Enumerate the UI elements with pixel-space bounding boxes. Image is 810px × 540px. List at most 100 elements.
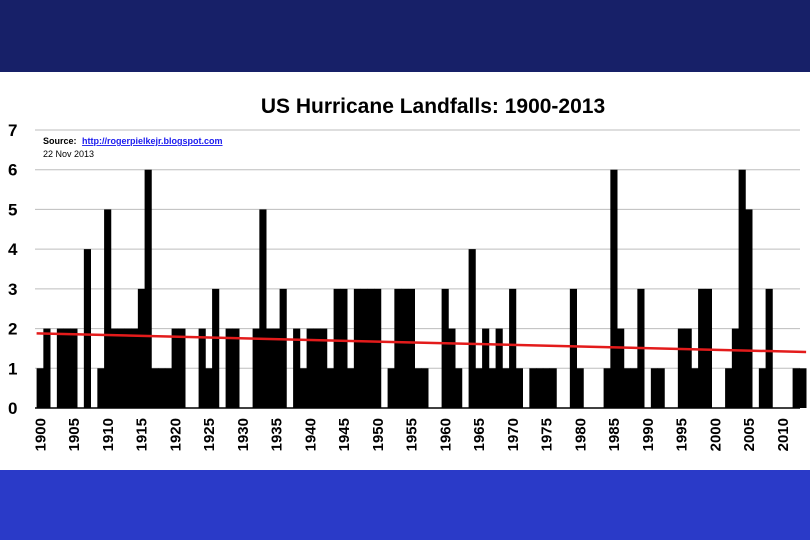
bar-1954: [401, 288, 409, 408]
trend-line: [36, 332, 807, 354]
y-tick-label: 0: [8, 399, 17, 418]
bar-2005: [745, 209, 753, 408]
bar-1926: [212, 288, 220, 408]
bar-1986: [617, 328, 625, 408]
bar-1995: [677, 328, 685, 408]
x-tick-label: 1985: [606, 418, 623, 451]
bar-1934: [266, 328, 274, 408]
bar-1903: [56, 328, 64, 408]
x-tick-labels: 1900 1905 1910 1915 1920 1925 1930 1935 1940 1945…: [32, 418, 792, 451]
bar-1917: [151, 368, 159, 408]
bar-1907: [83, 249, 91, 408]
bar-1965: [475, 368, 483, 408]
bar-1960: [441, 288, 449, 408]
bar-1984: [603, 368, 611, 408]
bar-1925: [205, 368, 213, 408]
source-link[interactable]: http://rogerpielkejr.blogspot.com: [82, 136, 223, 146]
x-tick-label: 1990: [640, 418, 657, 451]
bar-1944: [333, 288, 341, 408]
bar-1976: [549, 368, 557, 408]
bar-1915: [137, 288, 145, 408]
bar-1957: [421, 368, 429, 408]
x-tick-label: 1955: [404, 418, 421, 451]
bar-1996: [684, 328, 692, 408]
chart-title: US Hurricane Landfalls: 1900-2013: [261, 95, 605, 118]
x-tick-label: 1945: [336, 418, 353, 451]
bar-1950: [374, 288, 382, 408]
bar-1946: [347, 368, 355, 408]
x-tick-label: 1930: [235, 418, 252, 451]
bar-1979: [569, 288, 577, 408]
bar-1910: [104, 209, 112, 408]
x-tick-label: 1940: [302, 418, 319, 451]
x-tick-label: 1995: [674, 418, 691, 451]
bar-1911: [110, 328, 118, 408]
x-tick-label: 1935: [269, 418, 286, 451]
bar-1955: [407, 288, 415, 408]
bar-1933: [259, 209, 267, 408]
top-band: [0, 0, 810, 72]
bar-1936: [279, 288, 287, 408]
x-tick-label: 1975: [539, 418, 556, 451]
bar-1970: [509, 288, 517, 408]
y-tick-label: 5: [8, 200, 17, 219]
x-tick-label: 1965: [471, 418, 488, 451]
bar-1939: [299, 368, 307, 408]
bar-1997: [691, 368, 699, 408]
bar-2008: [765, 288, 773, 408]
bar-1953: [394, 288, 402, 408]
bar-2013: [799, 368, 807, 408]
y-tick-label: 1: [8, 359, 17, 378]
x-tick-label: 1900: [32, 418, 49, 451]
bar-1949: [367, 288, 375, 408]
y-tick-label: 4: [8, 240, 18, 259]
x-tick-label: 1960: [437, 418, 454, 451]
x-tick-label: 1910: [100, 418, 117, 451]
bar-1966: [482, 328, 490, 408]
x-tick-label: 2000: [707, 418, 724, 451]
x-tick-label: 1915: [134, 418, 151, 451]
y-tick-label: 3: [8, 280, 17, 299]
bar-1905: [70, 328, 78, 408]
bar-1919: [164, 368, 172, 408]
bar-1947: [353, 288, 361, 408]
bar-1918: [158, 368, 166, 408]
bar-1987: [623, 368, 631, 408]
gridlines: [35, 129, 800, 369]
y-tick-label: 2: [8, 320, 17, 339]
x-tick-label: 1950: [370, 418, 387, 451]
bar-1924: [198, 328, 206, 408]
bar-1916: [144, 169, 152, 408]
bar-1961: [448, 328, 456, 408]
bar-1909: [97, 368, 105, 408]
source-date: 22 Nov 2013: [43, 149, 94, 159]
x-tick-label: 1920: [167, 418, 184, 451]
bar-1921: [178, 328, 186, 408]
bar-1969: [502, 368, 510, 408]
y-tick-label: 7: [8, 121, 17, 140]
bar-1913: [124, 328, 132, 408]
x-tick-label: 1970: [505, 418, 522, 451]
bar-1948: [360, 288, 368, 408]
y-tick-labels: 0 1 2 3 4 5 6 7: [8, 121, 18, 418]
bar-1992: [657, 368, 665, 408]
bar-1928: [225, 328, 233, 408]
bar-1962: [455, 368, 463, 408]
bar-1901: [43, 328, 51, 408]
x-tick-label: 1980: [572, 418, 589, 451]
bar-1945: [340, 288, 348, 408]
bar-1935: [272, 328, 280, 408]
x-tick-label: 1905: [66, 418, 83, 451]
bar-1971: [515, 368, 523, 408]
bar-1967: [488, 368, 496, 408]
x-tick-label: 2005: [741, 418, 758, 451]
bar-1952: [387, 368, 395, 408]
bar-1943: [326, 368, 334, 408]
bar-1941: [313, 328, 321, 408]
bar-1988: [630, 368, 638, 408]
bar-1929: [232, 328, 240, 408]
x-tick-label: 2010: [775, 418, 792, 451]
bar-1938: [293, 328, 301, 408]
bar-1991: [650, 368, 658, 408]
